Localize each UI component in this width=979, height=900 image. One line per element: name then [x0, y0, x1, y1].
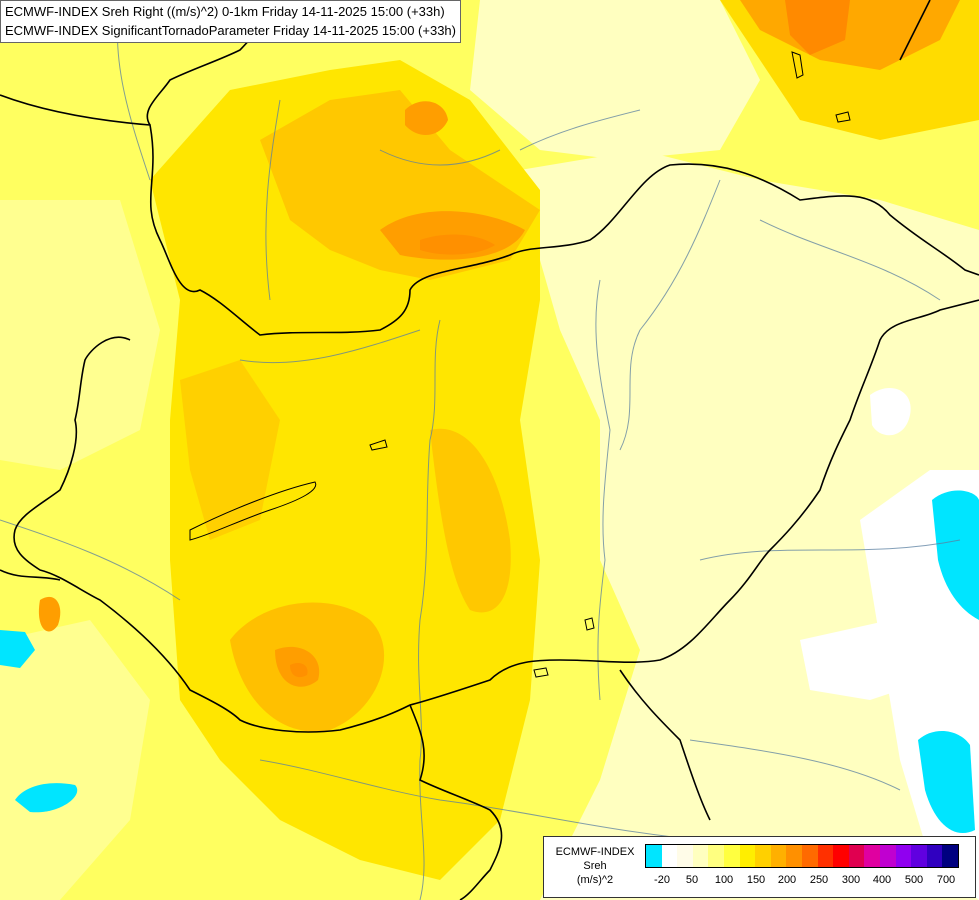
field-cyan-patch	[932, 490, 979, 620]
legend-swatch	[848, 845, 865, 867]
legend-swatch	[646, 845, 662, 867]
legend-swatch	[879, 845, 896, 867]
lakes	[189, 51, 851, 678]
legend-swatch	[770, 845, 787, 867]
legend-title-line2: Sreh	[583, 860, 607, 872]
legend-title-line3: (m/s)^2	[576, 874, 614, 886]
field-orange-west	[180, 360, 280, 540]
legend-title: ECMWF-INDEX Sreh (m/s)^2	[546, 845, 644, 887]
legend-tick-label: -20	[654, 874, 670, 886]
legend-swatch	[692, 845, 709, 867]
field-hotspot	[785, 0, 850, 55]
legend-swatch	[755, 845, 771, 867]
field-white-patch	[870, 387, 911, 436]
map-title-line1: ECMWF-INDEX Sreh Right ((m/s)^2) 0-1km F…	[5, 4, 445, 19]
legend-swatch	[911, 845, 927, 867]
legend-tick-label: 100	[714, 874, 734, 886]
legend-swatch	[786, 845, 802, 867]
legend-tick-label: 250	[809, 874, 829, 886]
field-hotspot	[420, 234, 495, 255]
legend-swatch	[677, 845, 693, 867]
field-pale-west	[0, 200, 160, 470]
legend-swatch	[739, 845, 756, 867]
legend-swatch	[723, 845, 740, 867]
legend-tick-label: 300	[841, 874, 861, 886]
field-hotspot	[290, 663, 308, 678]
map-title-line2: ECMWF-INDEX SignificantTornadoParameter …	[5, 23, 456, 38]
map-title-box: ECMWF-INDEX Sreh Right ((m/s)^2) 0-1km F…	[0, 0, 461, 43]
field-cyan-patch	[15, 783, 78, 813]
legend-swatch	[926, 845, 943, 867]
legend-swatch	[895, 845, 912, 867]
legend-swatch	[801, 845, 818, 867]
legend-tick-label: 200	[777, 874, 797, 886]
field-cyan-patch	[0, 630, 35, 668]
field-hotspot	[405, 101, 448, 136]
field-pale-southwest	[0, 620, 150, 900]
legend-tick-label: 150	[746, 874, 766, 886]
legend-tick-label: 50	[685, 874, 699, 886]
field-pale-east	[520, 150, 979, 900]
color-legend: ECMWF-INDEX Sreh (m/s)^2 -20 50 100 150 200 2…	[543, 836, 976, 898]
legend-swatch	[708, 845, 724, 867]
field-cyan-patch	[918, 730, 975, 834]
legend-swatch	[833, 845, 849, 867]
legend-swatch	[864, 845, 880, 867]
legend-tick-label: 400	[872, 874, 892, 886]
legend-swatches	[645, 844, 959, 868]
legend-title-line1: ECMWF-INDEX	[555, 846, 635, 858]
legend-swatch	[817, 845, 834, 867]
legend-swatch	[661, 845, 678, 867]
legend-tick-label: 700	[936, 874, 956, 886]
field-orange-center	[430, 428, 511, 613]
field-hotspot	[38, 596, 61, 632]
legend-tick-label: 500	[904, 874, 924, 886]
field-pale-north	[470, 0, 760, 160]
legend-swatch	[942, 845, 958, 867]
